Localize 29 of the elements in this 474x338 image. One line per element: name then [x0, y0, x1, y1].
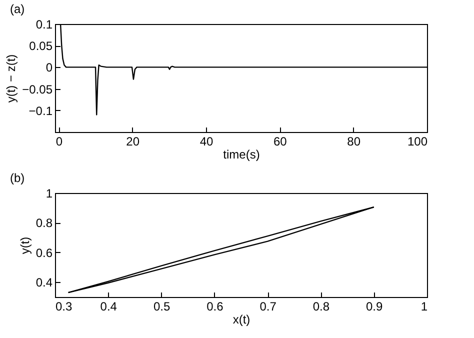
x-axis-title: time(s) [223, 148, 260, 162]
x-tick-label: 0.5 [153, 300, 170, 314]
x-tick-label: 0 [56, 134, 63, 148]
y-tick-label: 0 [46, 60, 53, 75]
x-tick-label: 0.9 [366, 300, 384, 314]
y-tick-label: 0.4 [36, 276, 53, 290]
y-tick-label: 0.05 [29, 39, 53, 54]
x-tick-label: 0.6 [206, 300, 224, 314]
chart-title: (a) [10, 2, 25, 16]
y-tick-label: 1 [46, 186, 53, 200]
y-tick-label: −0.1 [28, 104, 53, 118]
x-tick-label: 60 [273, 134, 288, 148]
x-axis-title: x(t) [232, 312, 250, 326]
y-tick-label: 0.1 [36, 18, 53, 32]
y-axis-title: y(t) − z(t) [4, 54, 18, 103]
x-tick-label: 100 [407, 134, 428, 148]
x-tick-label: 20 [126, 134, 140, 148]
y-axis-title: y(t) [18, 236, 32, 254]
x-tick-label: 40 [200, 134, 214, 148]
y-tick-label: 0.6 [36, 246, 53, 260]
x-tick-label: 0.8 [312, 300, 330, 314]
x-tick-label: 1 [420, 300, 428, 314]
x-tick-label: 80 [347, 134, 361, 148]
y-tick-label: −0.05 [22, 82, 53, 96]
y-tick-label: 0.8 [36, 216, 53, 230]
x-tick-label: 0.3 [56, 300, 73, 314]
chart-title: (b) [10, 171, 25, 185]
x-tick-label: 0.4 [100, 300, 118, 314]
x-tick-label: 0.7 [260, 300, 277, 314]
